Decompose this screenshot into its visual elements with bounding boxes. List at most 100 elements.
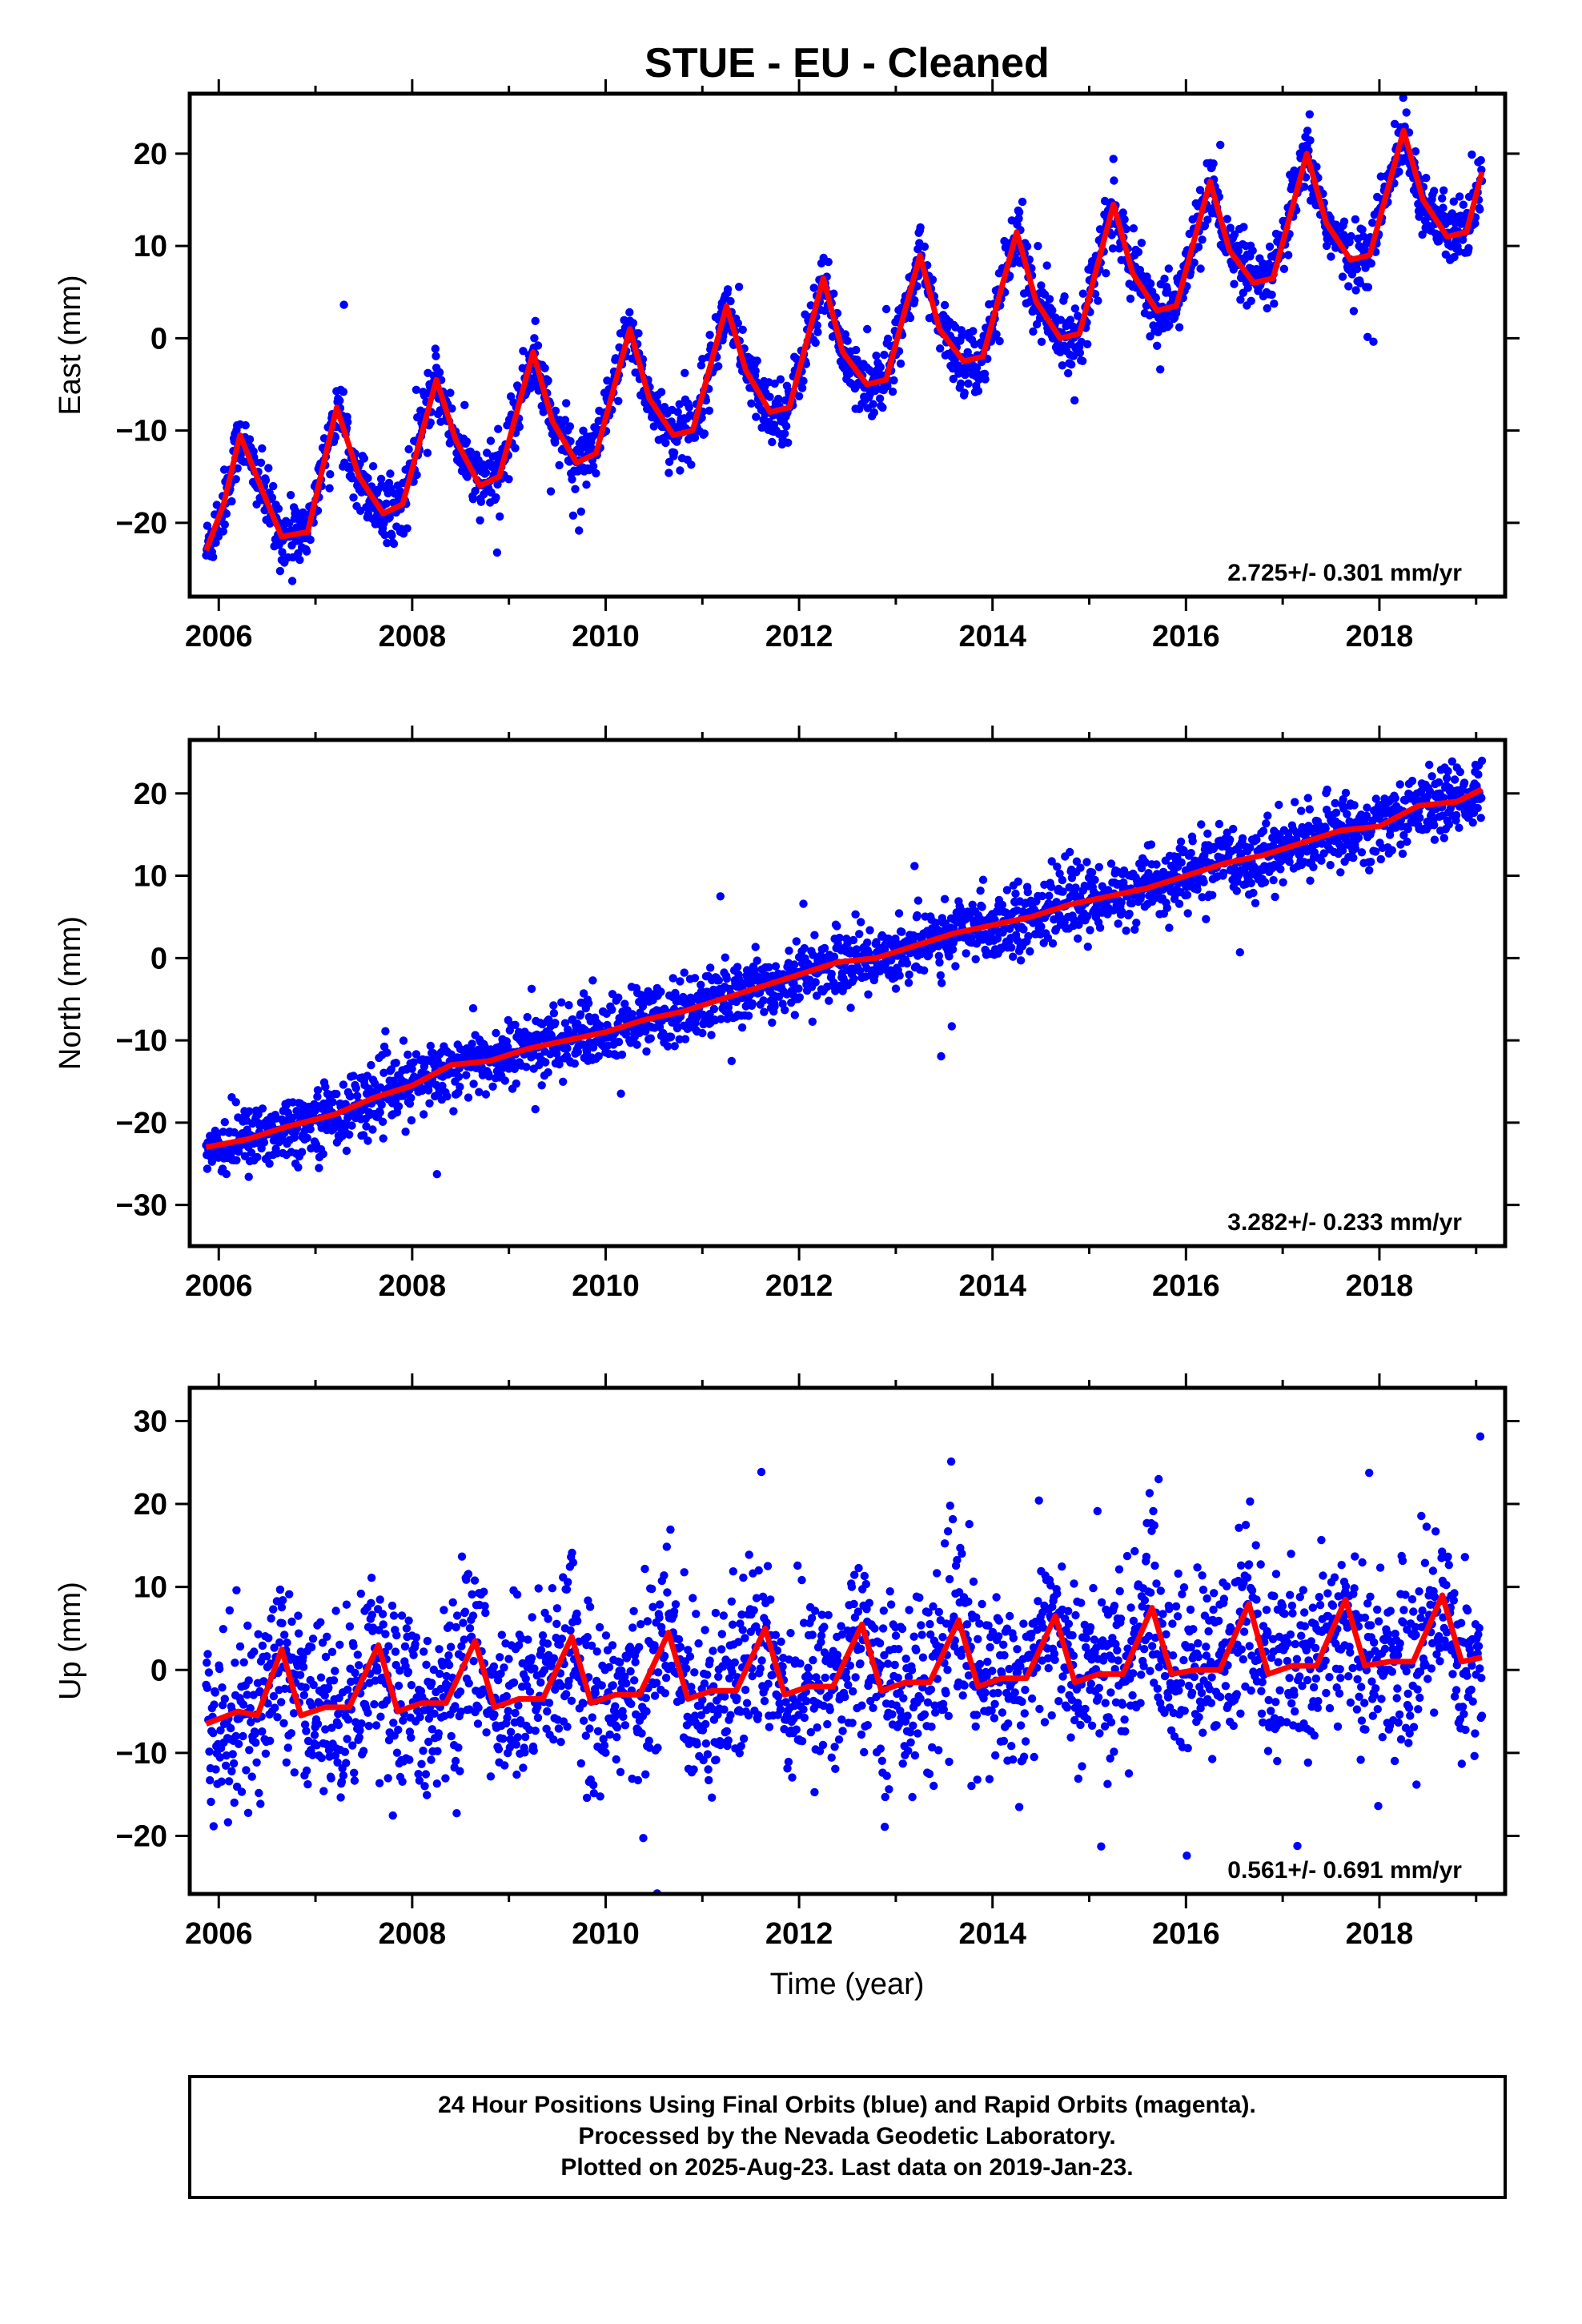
data-point [751,943,760,951]
data-point [964,379,973,388]
data-point [306,1124,315,1134]
data-point [584,999,593,1008]
data-point [841,330,850,339]
data-point [714,362,723,371]
data-point [680,968,689,977]
data-point [855,930,864,939]
data-point [492,1028,500,1038]
data-point [1327,252,1335,261]
data-point [1458,235,1468,244]
data-point [1176,837,1186,846]
data-point [287,577,297,585]
data-point [339,1080,348,1089]
data-point [809,951,817,959]
data-point [476,516,484,525]
data-point [313,1092,322,1101]
data-point [1455,823,1464,832]
data-point [768,1018,777,1027]
data-point [1024,931,1033,941]
data-point [1331,808,1341,817]
data-point [227,1767,236,1775]
data-point [1182,891,1192,899]
data-point [1023,887,1033,897]
data-point [1223,215,1232,223]
rate-label: 3.282+/- 0.233 mm/yr [1227,1209,1462,1236]
data-point [220,520,229,529]
data-point [363,1136,372,1145]
data-point [1351,215,1360,224]
data-point [1046,883,1056,891]
data-point [1045,891,1054,900]
data-point [1034,242,1042,251]
y-tick-label: 0 [151,942,167,975]
fit-line [203,127,1485,552]
data-point [1471,219,1480,228]
data-point [431,344,440,353]
data-point [203,1164,212,1173]
data-point [675,400,684,408]
data-point [1468,818,1477,827]
data-point [894,909,904,918]
data-point [259,1138,269,1147]
data-point [231,1659,239,1667]
data-point [1402,108,1411,117]
data-point [1439,203,1447,212]
data-point [1208,891,1217,900]
data-point [579,989,588,998]
y-tick-label: 20 [134,778,167,811]
x-tick-label: 2010 [572,1269,640,1303]
data-point [1037,281,1046,290]
data-point [1060,292,1069,301]
data-point [332,1089,341,1099]
data-point [1165,321,1174,330]
data-point [1477,794,1486,802]
data-point [665,468,673,477]
data-point [888,387,897,396]
data-point [1029,327,1038,336]
y-tick-label: −20 [116,1107,167,1140]
data-point [620,999,629,1008]
data-point [343,417,352,427]
data-point [295,555,304,565]
data-point [865,926,874,935]
data-point [1048,939,1058,948]
data-point [380,530,389,540]
data-point [1026,947,1034,956]
data-point [1449,197,1459,206]
data-point [1232,887,1242,895]
data-point [978,903,986,911]
data-point [1055,869,1064,879]
data-point [1215,819,1224,829]
data-point [1450,775,1460,784]
data-point [313,1086,323,1095]
data-point [1179,846,1188,855]
data-point [203,1650,212,1659]
data-point [349,493,358,502]
data-point [1122,927,1130,935]
data-point [205,1747,214,1756]
data-point [1347,231,1355,241]
x-tick-label: 2016 [1152,1269,1220,1303]
data-point [557,998,566,1007]
data-point [387,531,396,540]
data-point [218,1701,227,1710]
data-point [1199,878,1208,887]
data-point [1336,868,1345,877]
data-point [1016,956,1026,965]
data-point [379,1068,388,1077]
data-point [1070,304,1080,313]
data-point [920,242,930,251]
data-point [1106,859,1116,868]
data-point [412,1050,421,1059]
data-point [204,1668,214,1677]
data-point [576,507,585,516]
data-point [940,895,950,903]
data-point [1243,283,1252,292]
data-point [863,324,872,334]
data-point [1090,875,1099,885]
data-point [1194,243,1203,251]
x-tick-label: 2012 [765,620,833,653]
data-point [468,495,478,504]
data-point [423,448,432,457]
data-point [737,1023,747,1032]
